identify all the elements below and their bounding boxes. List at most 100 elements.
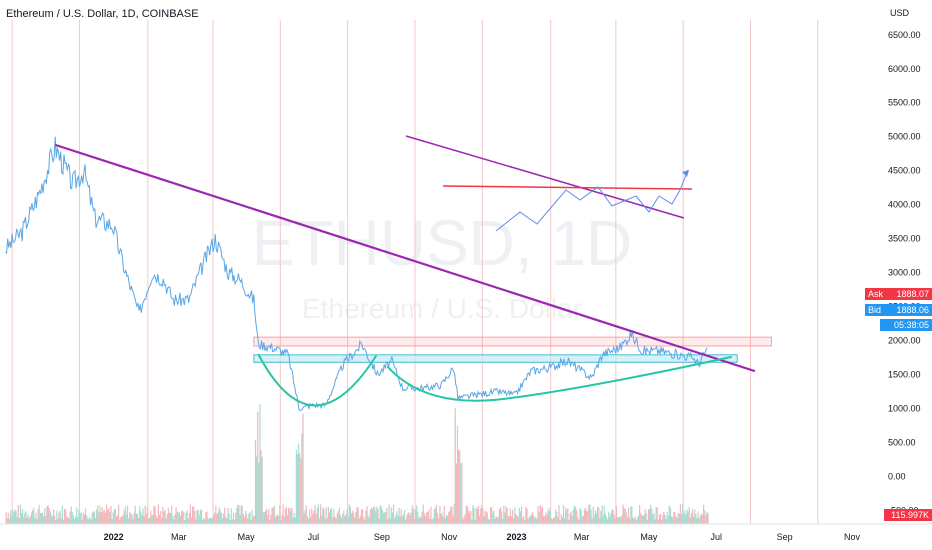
- volume-bar: [358, 518, 360, 524]
- volume-bar: [14, 509, 16, 524]
- volume-bar: [228, 513, 230, 524]
- volume-bar: [555, 509, 557, 524]
- volume-bar: [137, 517, 140, 524]
- volume-bar: [683, 513, 685, 524]
- volume-bar: [291, 507, 293, 524]
- volume-bar: [446, 515, 449, 524]
- y-tick-label: 5000.00: [888, 132, 921, 142]
- volume-bar: [15, 511, 17, 524]
- volume-bar: [229, 519, 231, 524]
- volume-bar: [222, 513, 225, 524]
- symbol-title: Ethereum / U.S. Dollar, 1D, COINBASE: [6, 8, 199, 20]
- volume-bar: [501, 511, 503, 524]
- support-zone: [253, 354, 738, 363]
- volume-bar: [661, 519, 663, 524]
- volume-bar: [574, 507, 577, 524]
- volume-bar: [192, 506, 194, 524]
- volume-bar: [280, 519, 282, 524]
- volume-bar: [405, 519, 407, 524]
- volume-bar: [64, 508, 66, 524]
- volume-bar: [512, 509, 514, 524]
- volume-bar: [381, 510, 384, 524]
- volume-bar: [289, 508, 291, 524]
- volume-bar: [6, 518, 8, 524]
- volume-bar: [141, 514, 143, 524]
- volume-bar: [697, 511, 699, 524]
- volume-bar: [26, 517, 28, 524]
- volume-bar: [119, 519, 121, 524]
- volume-bar: [167, 507, 169, 524]
- volume-bar: [339, 515, 342, 524]
- volume-bar: [537, 506, 539, 524]
- x-tick-label: Nov: [441, 532, 458, 542]
- volume-bar: [483, 516, 485, 524]
- volume-bar: [172, 516, 174, 524]
- volume-bar: [414, 509, 417, 524]
- volume-bar: [432, 517, 434, 524]
- volume-bar: [83, 514, 86, 524]
- volume-bar: [399, 516, 401, 524]
- volume-bar: [377, 508, 379, 524]
- volume-bar: [523, 516, 525, 524]
- volume-tag-value: 115.997K: [891, 510, 929, 520]
- volume-bar: [142, 508, 144, 524]
- volume-bar: [211, 518, 214, 524]
- y-tick-label: 6000.00: [888, 64, 921, 74]
- volume-bar: [189, 504, 192, 524]
- volume-bar: [252, 516, 254, 524]
- volume-bar: [290, 510, 292, 524]
- volume-bar: [684, 510, 686, 524]
- volume-bar: [589, 504, 591, 524]
- volume-bar: [30, 512, 33, 524]
- volume-bar: [28, 518, 30, 524]
- volume-bar: [32, 510, 34, 524]
- volume-bar: [416, 505, 418, 524]
- volume-bar: [199, 510, 201, 524]
- volume-bar: [540, 507, 542, 524]
- volume-bar: [695, 514, 697, 524]
- volume-bar: [114, 509, 116, 524]
- volume-bar: [67, 517, 69, 524]
- volume-bar: [50, 514, 52, 524]
- volume-bar: [92, 511, 94, 524]
- volume-bar: [680, 514, 683, 524]
- volume-bar: [480, 508, 482, 524]
- volume-bar: [440, 513, 442, 524]
- volume-bar: [288, 507, 290, 524]
- volume-bar: [365, 510, 367, 524]
- x-tick-label: Sep: [374, 532, 390, 542]
- volume-bar: [311, 508, 313, 524]
- volume-bar: [598, 507, 600, 524]
- volume-bar: [183, 512, 185, 524]
- volume-bar: [368, 517, 370, 524]
- volume-bar: [677, 512, 679, 524]
- volume-bar: [444, 517, 446, 524]
- volume-bar: [579, 508, 581, 524]
- y-tick-label: 4500.00: [888, 166, 921, 176]
- x-tick-label: Mar: [574, 532, 590, 542]
- volume-bar: [115, 516, 118, 524]
- volume-bar: [168, 512, 171, 524]
- volume-bar: [449, 510, 451, 524]
- volume-bar: [514, 507, 516, 524]
- volume-bar: [402, 514, 405, 524]
- bid-tag-value: 1888.06: [896, 305, 929, 315]
- volume-bar: [70, 506, 72, 524]
- volume-bar: [504, 512, 506, 524]
- volume-bar: [110, 505, 112, 524]
- volume-bar: [667, 515, 669, 524]
- volume-bar: [281, 514, 283, 524]
- volume-bar: [80, 512, 82, 524]
- volume-bar: [508, 515, 510, 524]
- volume-bar: [422, 504, 424, 524]
- volume-bar: [380, 506, 382, 524]
- volume-bar: [261, 456, 263, 524]
- volume-bar: [116, 514, 119, 524]
- volume-bar: [58, 512, 60, 524]
- volume-bar: [353, 513, 355, 524]
- volume-bar: [286, 515, 289, 524]
- volume-bar: [645, 513, 647, 524]
- volume-bar: [271, 507, 273, 524]
- volume-bar: [360, 509, 363, 524]
